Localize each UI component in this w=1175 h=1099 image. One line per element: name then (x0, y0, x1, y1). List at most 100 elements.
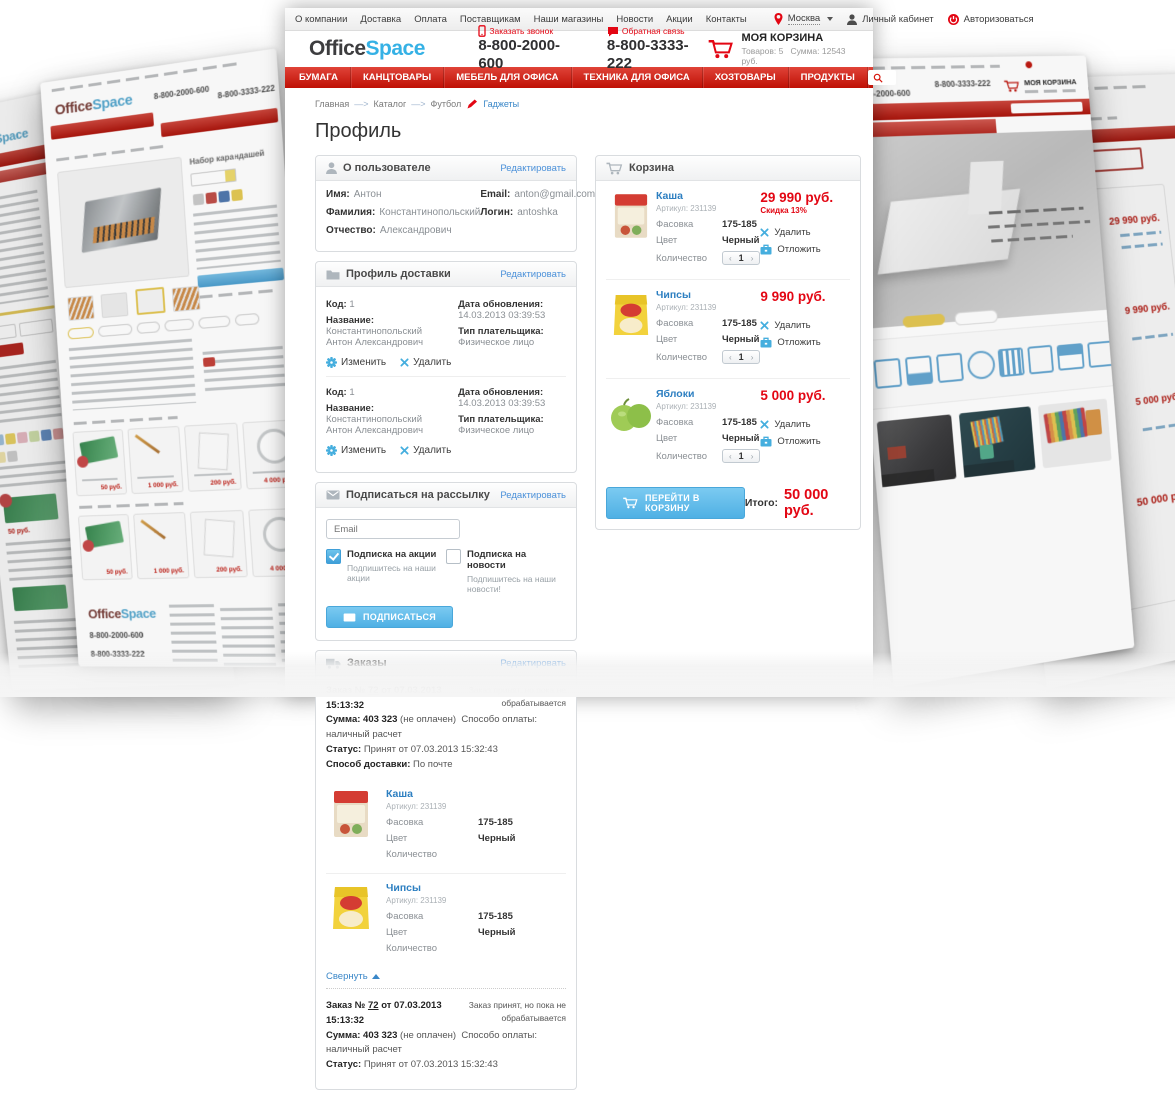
breadcrumb-gadgets[interactable]: Гаджеты (483, 99, 519, 109)
field-label: Код: (326, 299, 347, 310)
order-product-name[interactable]: Каша (386, 788, 566, 800)
topbar-link-stores[interactable]: Наши магазины (534, 14, 604, 25)
order-number-link[interactable]: 72 (368, 685, 379, 696)
cart-item-discount: Скидка 13% (760, 206, 852, 215)
header-cart[interactable]: МОЯ КОРЗИНА Товаров: 5 Сумма: 12543 руб. (708, 32, 856, 66)
nav-item-stationery[interactable]: КАНЦТОВАРЫ (351, 67, 444, 88)
news-subscription: Подписка на новости Подпишитесь на наши … (446, 549, 566, 594)
quantity-stepper[interactable]: ‹ 1 › (722, 449, 760, 463)
bg-cart-header: МОЯ КОРЗИНА (1004, 77, 1082, 93)
person-icon (847, 14, 857, 25)
breadcrumb-home[interactable]: Главная (315, 99, 349, 109)
delivery-edit-entry-link[interactable]: Изменить (326, 445, 386, 456)
field-value: Константинопольский Антон Александрович (326, 414, 423, 436)
order-status-note: Заказ принят, но пока не обрабатывается (443, 999, 566, 1028)
nav-item-household[interactable]: ХОЗТОВАРЫ (703, 67, 789, 88)
site-logo[interactable]: OfficeSpace (309, 37, 450, 61)
bg-video-icon (203, 357, 215, 367)
promo-checkbox-desc: Подпишитесь на наши акции (347, 563, 446, 583)
bg-topbar (52, 61, 243, 92)
newsletter-email-input[interactable] (326, 519, 460, 539)
search-input[interactable] (887, 72, 891, 84)
topbar-link-payment[interactable]: Оплата (414, 14, 447, 25)
bg-blue-button (197, 268, 284, 288)
user-edit-link[interactable]: Редактировать (500, 163, 566, 174)
login-link[interactable]: Авторизоваться (948, 14, 1034, 25)
nav-item-equipment[interactable]: ТЕХНИКА ДЛЯ ОФИСА (572, 67, 703, 88)
city-selector[interactable]: Москва (774, 13, 833, 25)
subscribe-button[interactable]: ПОДПИСАТЬСЯ (326, 606, 453, 628)
topbar-link-promo[interactable]: Акции (666, 14, 693, 25)
news-checkbox[interactable] (446, 549, 461, 564)
delivery-section-title: Профиль доставки (346, 268, 451, 280)
cart-defer-link[interactable]: Отложить (760, 244, 852, 255)
quantity-stepper[interactable]: ‹ 1 › (722, 251, 760, 265)
cart-item-name[interactable]: Чипсы (656, 289, 760, 301)
chips-bag-image (606, 289, 656, 341)
account-link[interactable]: Личный кабинет (847, 14, 933, 25)
delivery-entry: Код: 1 Название: Константинопольский Ант… (326, 376, 566, 464)
qty-decrease[interactable]: ‹ (729, 452, 732, 461)
bg-breadcrumb (56, 144, 169, 161)
nav-item-products[interactable]: ПРОДУКТЫ (789, 67, 868, 88)
topbar-link-suppliers[interactable]: Поставщикам (460, 14, 521, 25)
topbar-link-delivery[interactable]: Доставка (360, 14, 401, 25)
delivery-delete-entry-link[interactable]: Удалить (400, 445, 451, 456)
orders-edit-link[interactable]: Редактировать (500, 658, 566, 669)
qty-increase[interactable]: › (751, 452, 754, 461)
qty-increase[interactable]: › (751, 254, 754, 263)
cart-remove-link[interactable]: Удалить (760, 320, 852, 331)
cart-item-price: 5 000 руб. (760, 388, 852, 403)
cart-item-name[interactable]: Яблоки (656, 388, 760, 400)
order-summary: Заказ № 72 от 07.03.2013 15:13:32 Заказ … (326, 684, 566, 772)
cart-section-icon (606, 162, 623, 175)
apples-image (606, 388, 656, 440)
background-screenshot-left-front: OfficeSpace 8-800-2000-600 8-800-3333-22… (40, 48, 319, 667)
bg-lines (203, 346, 286, 392)
quantity-stepper[interactable]: ‹ 1 › (722, 350, 760, 364)
topbar-link-contacts[interactable]: Контакты (706, 14, 747, 25)
location-pin-icon (774, 13, 783, 25)
attr-value: 175-185 (722, 318, 757, 329)
cart-defer-link[interactable]: Отложить (760, 337, 852, 348)
gear-icon (326, 445, 337, 456)
attr-label: Цвет (656, 334, 708, 345)
topbar-link-news[interactable]: Новости (616, 14, 653, 25)
cart-defer-link[interactable]: Отложить (760, 436, 852, 447)
promo-checkbox[interactable] (326, 549, 341, 564)
nav-item-furniture[interactable]: МЕБЕЛЬ ДЛЯ ОФИСА (444, 67, 571, 88)
breadcrumb-football[interactable]: Футбол (431, 99, 462, 109)
qty-decrease[interactable]: ‹ (729, 254, 732, 263)
field-value: Александрович (380, 225, 452, 236)
collapse-order-link[interactable]: Свернуть (326, 967, 566, 984)
breadcrumb-catalog[interactable]: Каталог (374, 99, 407, 109)
newsletter-edit-link[interactable]: Редактировать (500, 490, 566, 501)
delivery-delete-entry-link[interactable]: Удалить (400, 357, 451, 368)
feedback-label[interactable]: Обратная связь (622, 26, 685, 36)
cart-item-name[interactable]: Каша (656, 190, 760, 202)
top-utility-bar: О компании Доставка Оплата Поставщикам Н… (285, 8, 873, 31)
bg-phone: 8-800-2000-600 (154, 85, 210, 102)
order-number-link[interactable]: 72 (368, 1000, 379, 1011)
field-label: Название: (326, 403, 374, 414)
callback-label[interactable]: Заказать звонок (489, 26, 553, 36)
delivery-edit-link[interactable]: Редактировать (500, 269, 566, 280)
topbar-link-about[interactable]: О компании (295, 14, 347, 25)
nav-item-paper[interactable]: БУМАГА (287, 67, 351, 88)
qty-decrease[interactable]: ‹ (729, 353, 732, 362)
page-title: Профиль (315, 120, 861, 143)
order-product-name[interactable]: Чипсы (386, 882, 566, 894)
cart-item-price: 9 990 руб. (760, 289, 852, 304)
cart-remove-link[interactable]: Удалить (760, 419, 852, 430)
delivery-edit-entry-link[interactable]: Изменить (326, 357, 386, 368)
breadcrumb: Главная —> Каталог —> Футбол Гаджеты (315, 98, 861, 110)
go-to-cart-button[interactable]: ПЕРЕЙТИ В КОРЗИНУ (606, 487, 745, 519)
cart-item: Чипсы Артикул: 231139 Фасовка 175-185 Цве… (606, 280, 850, 379)
cart-remove-link[interactable]: Удалить (760, 227, 852, 238)
site-search[interactable] (868, 70, 896, 85)
qty-increase[interactable]: › (751, 353, 754, 362)
cart-total-label: Итого: (745, 497, 778, 509)
attr-label: Фасовка (656, 417, 708, 428)
bg-lines (193, 205, 281, 270)
delete-x-icon (400, 358, 409, 367)
